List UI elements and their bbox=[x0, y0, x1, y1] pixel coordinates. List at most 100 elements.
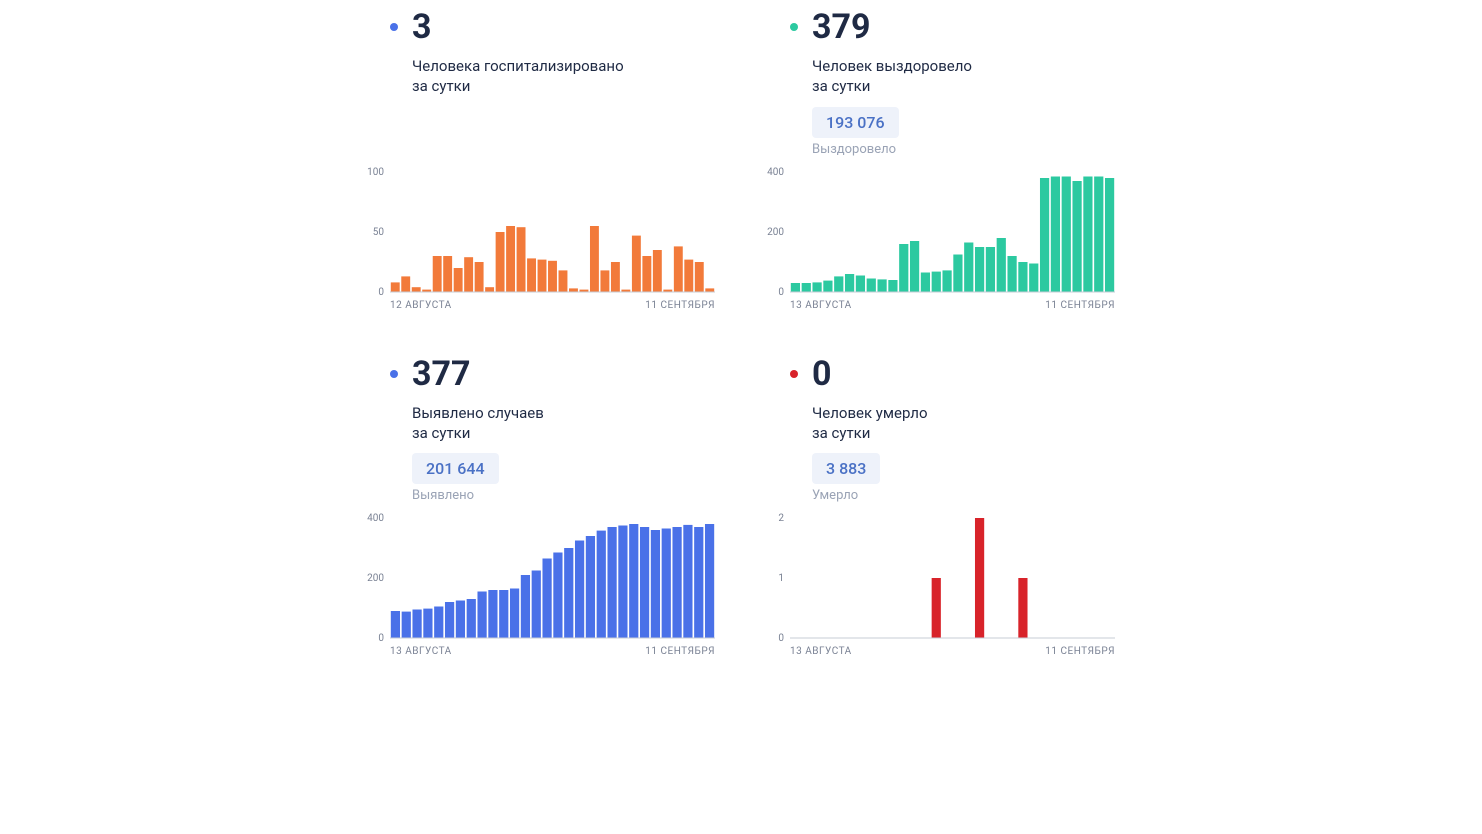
stat-value: 379 bbox=[812, 10, 871, 44]
x-axis-start-label: 13 АВГУСТА bbox=[790, 300, 852, 311]
chart-bar bbox=[434, 607, 443, 639]
chart-bar bbox=[856, 275, 865, 292]
chart-bar bbox=[506, 226, 515, 292]
x-axis-end-label: 11 СЕНТЯБРЯ bbox=[1045, 646, 1115, 657]
chart-bar bbox=[510, 589, 519, 639]
chart-bar bbox=[391, 282, 400, 292]
chart-bar bbox=[964, 242, 973, 292]
total-label: Умерло bbox=[760, 488, 1120, 503]
chart-bar bbox=[1007, 256, 1016, 292]
stat-card-recovered: 379Человек выздоровелоза сутки193 076Выз… bbox=[760, 10, 1120, 317]
chart-bar bbox=[629, 524, 638, 638]
x-axis-end-label: 11 СЕНТЯБРЯ bbox=[1045, 300, 1115, 311]
y-tick-label: 0 bbox=[778, 633, 784, 644]
y-tick-label: 0 bbox=[378, 633, 384, 644]
chart-bar bbox=[1072, 181, 1081, 292]
chart-bar bbox=[662, 529, 671, 639]
bullet-icon bbox=[390, 370, 398, 378]
bar-chart: 020040013 АВГУСТА11 СЕНТЯБРЯ bbox=[760, 167, 1120, 317]
bar-chart: 0 200 400 13 АВГУСТА 11 СЕНТЯБРЯ bbox=[360, 513, 720, 663]
stat-card-deaths: 0Человек умерлоза сутки3 883Умерло01213 … bbox=[760, 357, 1120, 664]
chart-bar bbox=[705, 288, 714, 292]
total-value: 193 076 bbox=[812, 107, 899, 138]
chart-bar bbox=[942, 270, 951, 292]
chart-bar bbox=[488, 590, 497, 638]
chart-bar bbox=[651, 530, 660, 638]
chart-container: 0 200 400 13 АВГУСТА 11 СЕНТЯБРЯ bbox=[360, 513, 720, 663]
chart-bar bbox=[538, 259, 547, 291]
chart-bar bbox=[867, 278, 876, 292]
chart-bar bbox=[642, 256, 651, 292]
chart-bar bbox=[1018, 578, 1027, 638]
stat-card-hospitalized: 3Человека госпитализированоза сутки05010… bbox=[360, 10, 720, 317]
chart-bar bbox=[412, 610, 421, 639]
stat-description: Человек выздоровелоза сутки bbox=[760, 56, 1120, 97]
chart-bar bbox=[932, 578, 941, 638]
y-tick-label: 0 bbox=[778, 287, 784, 298]
x-axis-start-label: 12 АВГУСТА bbox=[390, 300, 452, 311]
chart-bar bbox=[564, 548, 573, 638]
chart-bar bbox=[695, 262, 704, 292]
chart-bar bbox=[997, 238, 1006, 292]
chart-bar bbox=[496, 232, 505, 292]
chart-bar bbox=[653, 250, 662, 292]
chart-bar bbox=[1083, 176, 1092, 292]
chart-bar bbox=[674, 246, 683, 292]
x-axis-end-label: 11 СЕНТЯБРЯ bbox=[645, 300, 715, 311]
y-tick-label: 400 bbox=[367, 513, 384, 524]
y-tick-label: 1 bbox=[778, 573, 784, 584]
stat-header: 0 bbox=[760, 357, 1120, 391]
chart-bar bbox=[542, 559, 551, 639]
chart-bar bbox=[705, 524, 714, 638]
chart-container: 020040013 АВГУСТА11 СЕНТЯБРЯ bbox=[760, 167, 1120, 317]
chart-bar bbox=[932, 271, 941, 291]
chart-bar bbox=[1105, 178, 1114, 292]
chart-bar bbox=[812, 282, 821, 292]
chart-bar bbox=[899, 244, 908, 292]
chart-bar bbox=[391, 611, 400, 638]
chart-bar bbox=[694, 527, 703, 638]
chart-bar bbox=[975, 247, 984, 292]
chart-bar bbox=[607, 527, 616, 638]
chart-bar bbox=[412, 287, 421, 292]
chart-bar bbox=[517, 227, 526, 292]
y-tick-label: 0 bbox=[378, 287, 384, 298]
stat-header: 377 bbox=[360, 357, 720, 391]
chart-bar bbox=[464, 257, 473, 292]
chart-bar bbox=[1051, 176, 1060, 292]
chart-container: 05010012 АВГУСТА11 СЕНТЯБРЯ bbox=[360, 167, 720, 317]
x-axis-start-label: 13 АВГУСТА bbox=[390, 646, 452, 657]
stat-description: Человек умерлоза сутки bbox=[760, 403, 1120, 444]
bullet-icon bbox=[390, 23, 398, 31]
chart-bar bbox=[401, 276, 410, 292]
y-tick-label: 200 bbox=[367, 573, 384, 584]
chart-bar bbox=[575, 541, 584, 639]
y-tick-label: 2 bbox=[778, 513, 784, 524]
bullet-icon bbox=[790, 370, 798, 378]
x-axis-start-label: 13 АВГУСТА bbox=[790, 646, 852, 657]
total-value: 201 644 bbox=[412, 453, 499, 484]
chart-bar bbox=[527, 258, 536, 292]
chart-bar bbox=[433, 256, 442, 292]
chart-bar bbox=[569, 288, 578, 292]
chart-bar bbox=[475, 262, 484, 292]
stat-card-cases: 377Выявлено случаевза сутки201 644Выявле… bbox=[360, 357, 720, 664]
chart-bar bbox=[1018, 262, 1027, 292]
y-tick-label: 100 bbox=[367, 167, 384, 178]
chart-bar bbox=[553, 553, 562, 639]
chart-bar bbox=[445, 602, 454, 638]
chart-bar bbox=[485, 287, 494, 292]
chart-bar bbox=[467, 599, 476, 638]
chart-bar bbox=[802, 283, 811, 292]
stat-header: 379 bbox=[760, 10, 1120, 44]
chart-bar bbox=[600, 270, 609, 292]
stat-value: 3 bbox=[412, 10, 432, 44]
chart-bar bbox=[1094, 176, 1103, 292]
chart-bar bbox=[986, 247, 995, 292]
chart-bar bbox=[456, 601, 465, 639]
chart-bar bbox=[877, 279, 886, 292]
chart-bar bbox=[499, 590, 508, 638]
bar-chart: 05010012 АВГУСТА11 СЕНТЯБРЯ bbox=[360, 167, 720, 317]
chart-bar bbox=[423, 609, 432, 638]
x-axis-end-label: 11 СЕНТЯБРЯ bbox=[645, 646, 715, 657]
